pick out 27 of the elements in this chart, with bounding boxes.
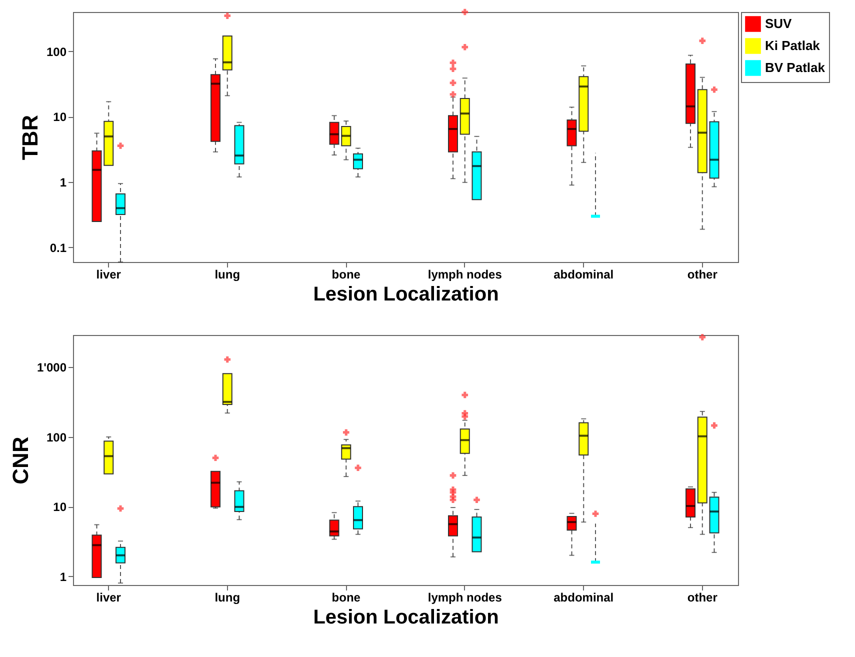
x-tick-label: lymph nodes	[428, 268, 502, 282]
x-tick-label: other	[687, 268, 718, 282]
y-tick-label: 100	[46, 44, 67, 59]
y-axis-title: TBR	[17, 114, 42, 160]
x-tick-label: abdominal	[554, 590, 614, 604]
x-tick-label: abdominal	[554, 268, 614, 282]
x-tick-label: liver	[96, 590, 122, 604]
x-tick-label: bone	[332, 268, 361, 282]
legend-label: Ki Patlak	[765, 38, 821, 53]
x-axis-title: Lesion Localization	[313, 606, 499, 628]
x-tick-label: lung	[214, 268, 240, 282]
y-tick-label: 0.1	[50, 240, 67, 255]
x-tick-label: bone	[332, 590, 361, 604]
y-tick-label: 1	[60, 176, 67, 190]
y-tick-label: 1	[60, 570, 67, 584]
x-tick-label: other	[687, 590, 718, 604]
x-tick-label: lymph nodes	[428, 590, 502, 604]
legend-label: SUV	[765, 16, 792, 31]
x-axis-title: Lesion Localization	[313, 284, 499, 306]
y-tick-label: 100	[46, 430, 67, 444]
legend-label: BV Patlak	[765, 60, 826, 75]
y-tick-label: 1'000	[36, 360, 67, 375]
x-tick-label: liver	[96, 268, 122, 282]
x-tick-label: lung	[214, 590, 240, 604]
y-axis-title: CNR	[8, 436, 33, 484]
y-tick-label: 10	[53, 500, 67, 514]
y-tick-label: 10	[53, 110, 67, 124]
